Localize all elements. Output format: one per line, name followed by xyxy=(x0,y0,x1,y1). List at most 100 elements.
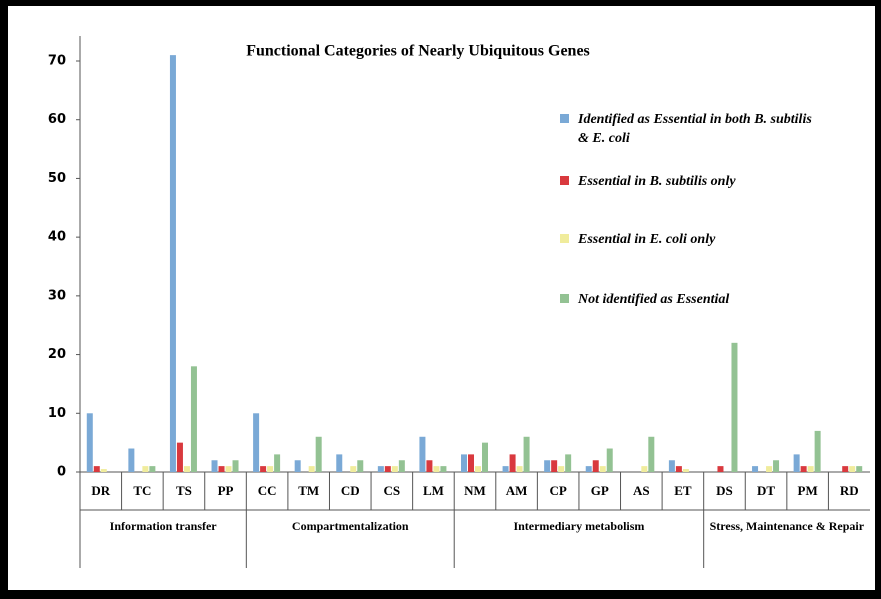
bar xyxy=(766,466,773,472)
legend-swatch xyxy=(560,234,569,243)
bar xyxy=(752,466,759,472)
legend-label: Essential in E. coli only xyxy=(578,232,716,247)
bar xyxy=(253,413,260,472)
x-tick-label: DT xyxy=(757,483,775,498)
bar xyxy=(773,460,780,472)
chart: Functional Categories of Nearly Ubiquito… xyxy=(48,36,870,568)
bar xyxy=(842,466,849,472)
x-tick-label: RD xyxy=(840,483,859,498)
bar xyxy=(86,413,93,472)
bar xyxy=(475,466,481,472)
y-tick-label: 10 xyxy=(48,406,66,421)
bar xyxy=(606,448,613,472)
bar xyxy=(717,466,724,472)
bar xyxy=(183,466,190,472)
x-tick-label: CD xyxy=(341,483,360,498)
bar xyxy=(391,466,398,472)
bar xyxy=(357,460,364,472)
bar xyxy=(433,466,440,472)
bar xyxy=(190,366,197,472)
y-tick-label: 70 xyxy=(48,54,66,69)
bar xyxy=(440,466,447,472)
legend-label: Essential in B. subtilis only xyxy=(578,174,736,189)
x-tick-label: CP xyxy=(549,483,566,498)
bar xyxy=(93,466,100,472)
bar xyxy=(398,460,405,472)
x-tick-label: ET xyxy=(674,483,692,498)
bar xyxy=(211,460,218,472)
bar xyxy=(544,460,551,472)
x-tick-label: GP xyxy=(591,483,609,498)
bar xyxy=(169,55,176,472)
bar xyxy=(509,454,516,472)
group-label: Stress, Maintenance & Repair xyxy=(709,519,865,533)
bar xyxy=(267,466,274,472)
bar xyxy=(315,436,322,472)
bar xyxy=(232,460,239,472)
bar xyxy=(218,466,225,472)
bar xyxy=(384,466,391,472)
bar xyxy=(807,466,814,472)
bar xyxy=(274,454,281,472)
y-tick-label: 50 xyxy=(48,171,66,186)
bar xyxy=(648,436,655,472)
legend-label: Identified as Essential in both B. subti… xyxy=(578,112,812,146)
x-tick-label: TS xyxy=(176,483,192,498)
bar xyxy=(793,454,800,472)
bar xyxy=(482,442,488,472)
bar xyxy=(849,466,856,472)
x-tick-label: CS xyxy=(384,483,401,498)
x-tick-label: LM xyxy=(423,483,444,498)
chart-area: Functional Categories of Nearly Ubiquito… xyxy=(8,6,875,590)
bar xyxy=(336,454,343,472)
y-tick-label: 30 xyxy=(48,288,66,303)
legend-swatch xyxy=(560,294,569,303)
bar xyxy=(461,454,467,472)
group-label: Intermediary metabolism xyxy=(513,519,645,533)
bar xyxy=(641,466,648,472)
bar xyxy=(599,466,606,472)
x-tick-label: AM xyxy=(506,483,528,498)
bar xyxy=(149,466,156,472)
bar xyxy=(856,466,863,472)
bar xyxy=(675,466,682,472)
x-tick-label: AS xyxy=(633,483,650,498)
bar xyxy=(558,466,565,472)
x-tick-label: TM xyxy=(298,483,319,498)
bar xyxy=(225,466,232,472)
y-tick-label: 0 xyxy=(57,465,66,480)
legend-label: Not identified as Essential xyxy=(578,292,730,307)
bar xyxy=(142,466,149,472)
bar xyxy=(814,430,821,472)
bar xyxy=(128,448,135,472)
bar xyxy=(100,469,107,472)
bar xyxy=(426,460,433,472)
bar xyxy=(260,466,267,472)
bar xyxy=(682,469,689,472)
bar xyxy=(565,454,572,472)
bar xyxy=(419,436,426,472)
bar xyxy=(516,466,523,472)
bar xyxy=(800,466,807,472)
bar xyxy=(350,466,357,472)
bar xyxy=(585,466,592,472)
bar xyxy=(294,460,301,472)
bar xyxy=(377,466,384,472)
bar xyxy=(308,466,315,472)
y-tick-label: 60 xyxy=(48,112,66,127)
legend-item: Essential in B. subtilis only xyxy=(556,172,878,191)
legend-item: Identified as Essential in both B. subti… xyxy=(556,110,818,148)
legend-item: Essential in E. coli only xyxy=(556,230,878,249)
x-tick-label: DR xyxy=(91,483,110,498)
bar xyxy=(551,460,558,472)
x-tick-label: DS xyxy=(716,483,733,498)
legend-swatch xyxy=(560,114,569,123)
y-tick-label: 20 xyxy=(48,347,66,362)
bar xyxy=(523,436,530,472)
bar xyxy=(731,342,738,472)
x-tick-label: TC xyxy=(133,483,151,498)
bar xyxy=(668,460,675,472)
bar xyxy=(502,466,509,472)
group-label: Compartmentalization xyxy=(291,519,409,533)
